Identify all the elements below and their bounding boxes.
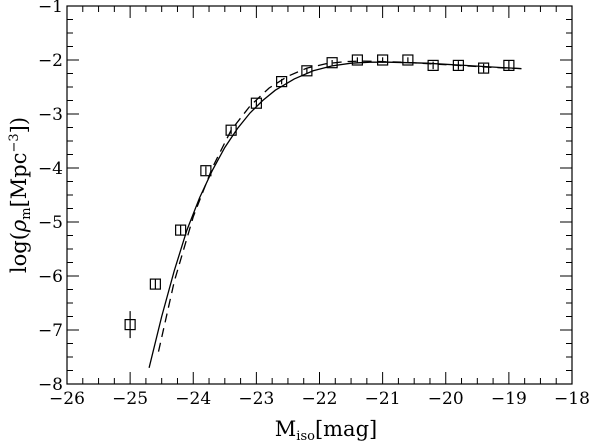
data-point	[478, 62, 490, 74]
square-marker	[326, 57, 338, 69]
x-axis-title: Miso[mag]	[275, 417, 377, 443]
data-point	[276, 75, 288, 88]
data-point	[427, 59, 439, 72]
square-marker	[200, 165, 212, 177]
y-tick-label: −4	[38, 159, 63, 179]
y-tick-label: −1	[38, 0, 63, 17]
data-point	[149, 278, 161, 290]
square-marker	[351, 54, 363, 66]
data-point	[200, 165, 212, 177]
y-axis-title: log(ρm[Mpc−3])	[7, 117, 34, 273]
y-tick-label: −2	[38, 51, 63, 71]
data-point	[377, 54, 389, 66]
data-point	[326, 57, 338, 69]
x-tick-label: −23	[238, 389, 274, 409]
data-point	[124, 311, 136, 339]
x-tick-label: −20	[428, 389, 464, 409]
square-marker	[377, 54, 389, 66]
data-point	[250, 97, 262, 109]
data-point	[225, 124, 237, 136]
square-marker	[149, 278, 161, 290]
x-tick-label: −21	[365, 389, 401, 409]
square-marker	[402, 54, 414, 66]
x-tick-label: −26	[49, 389, 85, 409]
solid-fit-line	[148, 61, 522, 368]
axis-tick-labels: −26 −25 −24 −23 −22 −21 −20 −19 −18 −8 −7 −6 −5 −4 −3 −…	[38, 0, 590, 409]
plot-frame	[66, 5, 573, 385]
square-marker	[276, 75, 288, 88]
data-point	[301, 65, 313, 77]
square-marker	[452, 59, 464, 72]
data-point	[175, 224, 187, 236]
data-point	[452, 59, 464, 72]
x-tick-label: −22	[302, 389, 338, 409]
square-marker	[478, 62, 490, 74]
y-tick-label: −7	[38, 321, 63, 341]
square-marker	[225, 124, 237, 136]
dashed-fit-line	[157, 60, 522, 352]
y-tick-label: −8	[38, 375, 63, 395]
data-point	[402, 54, 414, 66]
data-point	[503, 59, 515, 72]
square-marker	[250, 97, 262, 109]
x-tick-label: −24	[175, 389, 211, 409]
axis-ticks	[66, 5, 573, 385]
square-marker	[427, 59, 439, 72]
x-tick-label: −19	[491, 389, 527, 409]
y-tick-label: −6	[38, 267, 63, 287]
square-marker	[124, 319, 136, 331]
x-tick-label: −18	[554, 389, 590, 409]
square-marker	[503, 59, 515, 72]
y-tick-label: −3	[38, 105, 63, 125]
x-tick-label: −25	[112, 389, 148, 409]
data-point	[351, 54, 363, 66]
square-marker	[175, 224, 187, 236]
data-series	[124, 54, 522, 368]
square-marker	[301, 65, 313, 77]
y-tick-label: −5	[38, 213, 63, 233]
